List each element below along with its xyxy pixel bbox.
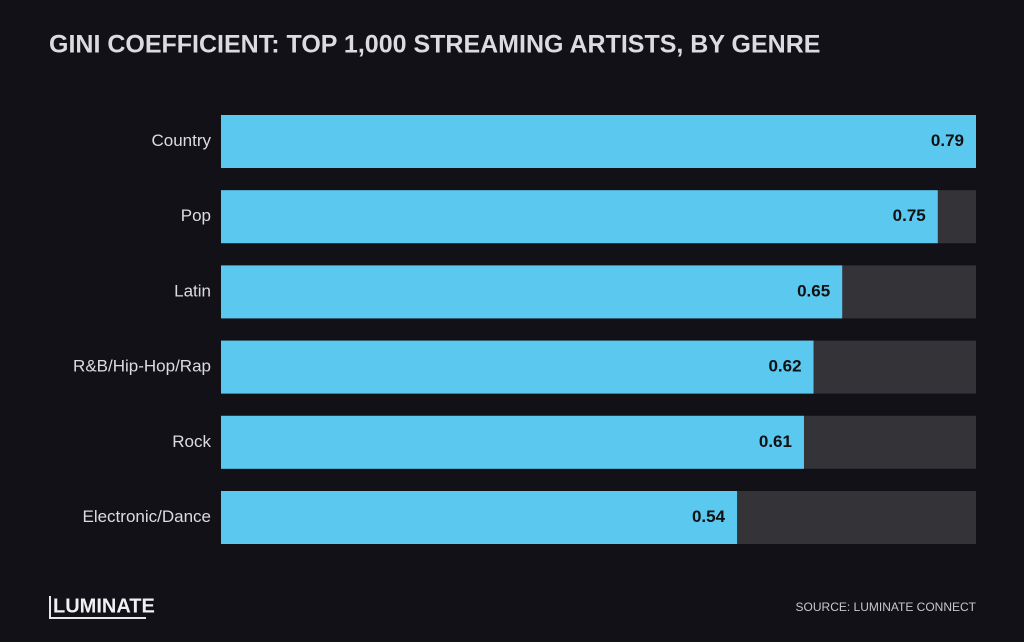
value-label: 0.62 bbox=[768, 357, 801, 376]
bar bbox=[221, 190, 938, 244]
brand-logo: LUMINATE bbox=[53, 595, 155, 617]
bar bbox=[221, 415, 804, 469]
category-label: Country bbox=[151, 131, 211, 150]
value-label: 0.79 bbox=[931, 131, 964, 150]
brand-frame bbox=[49, 596, 146, 619]
bar bbox=[221, 491, 738, 544]
category-label: Rock bbox=[172, 432, 211, 451]
category-label: Latin bbox=[174, 281, 211, 300]
category-label: R&B/Hip-Hop/Rap bbox=[73, 357, 211, 376]
source-note: SOURCE: LUMINATE CONNECT bbox=[796, 600, 977, 614]
bar bbox=[221, 340, 814, 394]
value-label: 0.65 bbox=[797, 281, 830, 300]
chart-title: GINI COEFFICIENT: TOP 1,000 STREAMING AR… bbox=[49, 31, 820, 59]
category-label: Electronic/Dance bbox=[82, 507, 211, 526]
value-label: 0.75 bbox=[893, 206, 926, 225]
bar bbox=[221, 265, 843, 319]
category-label: Pop bbox=[181, 206, 211, 225]
value-label: 0.61 bbox=[759, 432, 792, 451]
value-label: 0.54 bbox=[692, 507, 726, 526]
bar bbox=[221, 115, 976, 168]
